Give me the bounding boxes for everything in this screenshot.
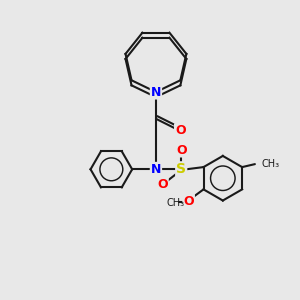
Text: S: S bbox=[176, 162, 186, 176]
Text: N: N bbox=[151, 163, 161, 176]
Text: O: O bbox=[183, 195, 194, 208]
Text: N: N bbox=[151, 85, 161, 98]
Text: O: O bbox=[157, 178, 168, 191]
Text: O: O bbox=[175, 124, 186, 137]
Text: CH₃: CH₃ bbox=[261, 159, 280, 169]
Text: O: O bbox=[176, 143, 187, 157]
Text: CH₃: CH₃ bbox=[166, 198, 184, 208]
